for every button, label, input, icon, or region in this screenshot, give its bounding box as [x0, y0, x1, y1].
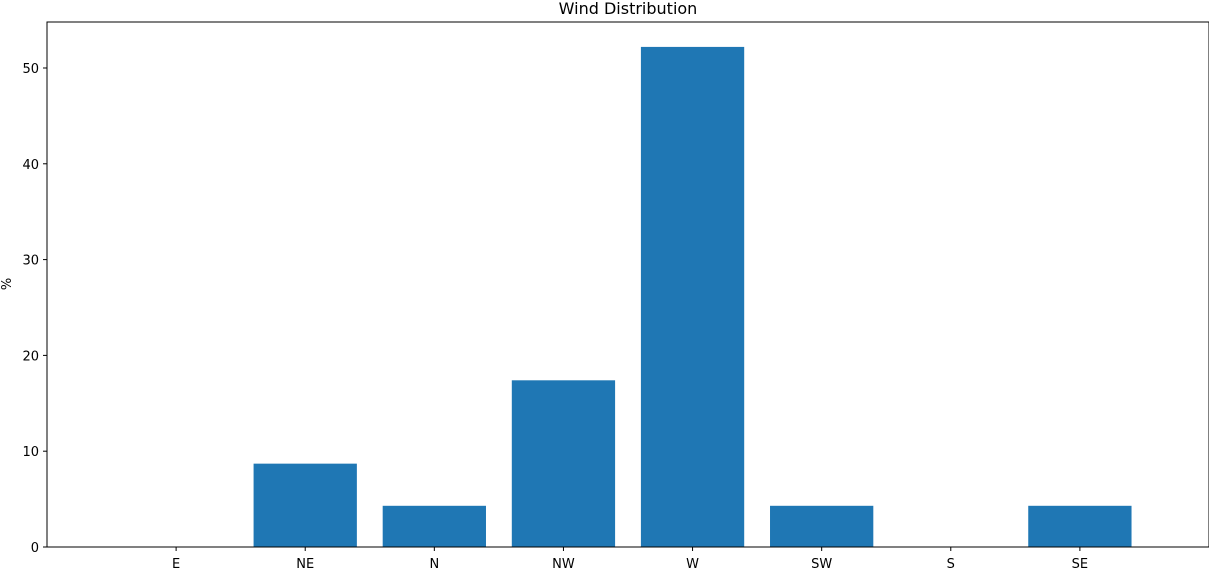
x-tick-label: SE: [1072, 557, 1088, 571]
plot-frame: [46, 21, 1209, 548]
bar-n: [382, 505, 486, 547]
bar-nw: [511, 380, 616, 547]
y-axis-label: %: [0, 278, 15, 290]
y-tick-label: 10: [22, 445, 39, 460]
bar-sw: [770, 505, 874, 547]
y-tick-label: 50: [22, 62, 39, 77]
bar-ne: [253, 463, 357, 547]
bar-se: [1028, 505, 1132, 547]
x-ticks-layer: E NE N NW W SW S SE: [172, 547, 1088, 571]
x-tick-label: E: [172, 557, 180, 571]
bar-w: [640, 46, 745, 547]
y-ticks-layer: 0 10 20 30 40 50: [22, 62, 47, 556]
y-tick-label: 0: [31, 541, 39, 556]
x-tick-label: N: [429, 557, 439, 571]
y-tick-label: 30: [22, 254, 39, 269]
x-tick-label: W: [686, 557, 699, 571]
y-tick-label: 40: [22, 158, 39, 173]
bars-layer: [253, 46, 1132, 547]
chart-title: Wind Distribution: [559, 0, 698, 18]
x-tick-label: SW: [811, 557, 832, 571]
x-tick-label: S: [947, 557, 955, 571]
y-tick-label: 20: [22, 349, 39, 364]
x-tick-label: NW: [552, 557, 575, 571]
x-tick-label: NE: [296, 557, 314, 571]
